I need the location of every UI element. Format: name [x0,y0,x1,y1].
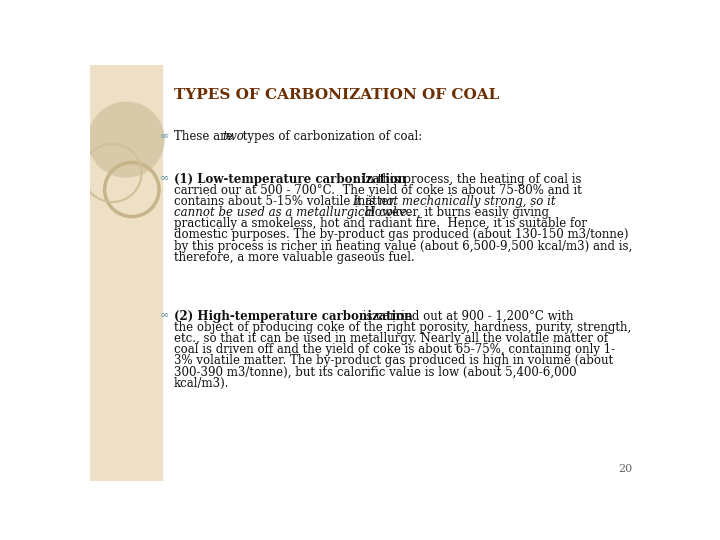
Text: (1) Low-temperature carbonization: (1) Low-temperature carbonization [174,173,406,186]
Text: types of carbonization of coal:: types of carbonization of coal: [239,130,423,143]
Text: by this process is richer in heating value (about 6,500-9,500 kcal/m3) and is,: by this process is richer in heating val… [174,240,632,253]
Text: coal is driven off and the yield of coke is about 65-75%, containing only 1-: coal is driven off and the yield of coke… [174,343,615,356]
Text: (2) High-temperature carbonization: (2) High-temperature carbonization [174,309,413,323]
Text: However, it burns easily giving: However, it burns easily giving [357,206,549,219]
Text: the object of producing coke of the right porosity, hardness, purity, strength,: the object of producing coke of the righ… [174,321,631,334]
Text: 20: 20 [618,464,632,475]
Text: ∞: ∞ [160,130,169,140]
Text: contains about 5-15% volatile matter.: contains about 5-15% volatile matter. [174,195,404,208]
Text: TYPES OF CARBONIZATION OF COAL: TYPES OF CARBONIZATION OF COAL [174,88,499,102]
Text: It is not mechanically strong, so it: It is not mechanically strong, so it [352,195,556,208]
Text: 3% volatile matter. The by-product gas produced is high in volume (about: 3% volatile matter. The by-product gas p… [174,354,613,367]
Text: 300-390 m3/tonne), but its calorific value is low (about 5,400-6,000: 300-390 m3/tonne), but its calorific val… [174,366,576,379]
Text: therefore, a more valuable gaseous fuel.: therefore, a more valuable gaseous fuel. [174,251,415,264]
Text: practically a smokeless, hot and radiant fire.  Hence, it is suitable for: practically a smokeless, hot and radiant… [174,217,587,230]
Text: is carried out at 900 - 1,200°C with: is carried out at 900 - 1,200°C with [359,309,573,323]
Text: ∞: ∞ [160,309,169,320]
Text: These are: These are [174,130,236,143]
Text: two: two [222,130,244,143]
Text: : In this process, the heating of coal is: : In this process, the heating of coal i… [354,173,581,186]
Text: ∞: ∞ [160,173,169,183]
Text: etc., so that it can be used in metallurgy. Nearly all the volatile matter of: etc., so that it can be used in metallur… [174,332,608,345]
Circle shape [89,102,164,177]
Text: domestic purposes. The by-product gas produced (about 130-150 m3/tonne): domestic purposes. The by-product gas pr… [174,228,628,241]
Text: carried our at 500 - 700°C.  The yield of coke is about 75-80% and it: carried our at 500 - 700°C. The yield of… [174,184,582,197]
Bar [90,65,162,481]
Text: kcal/m3).: kcal/m3). [174,377,229,390]
Text: cannot be used as a metallurgical coke.: cannot be used as a metallurgical coke. [174,206,410,219]
